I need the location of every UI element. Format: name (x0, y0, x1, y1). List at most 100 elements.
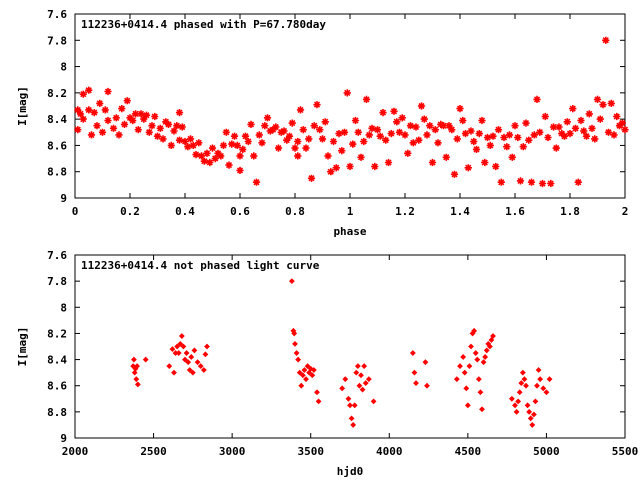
data-point (486, 141, 494, 149)
unphased-x-tick-label: 3500 (297, 445, 324, 458)
data-point (301, 367, 308, 373)
data-point (415, 136, 423, 144)
data-point (104, 116, 112, 125)
unphased-x-tick-label: 5000 (533, 445, 560, 458)
data-point (159, 135, 167, 143)
data-point (516, 389, 523, 396)
data-point (428, 158, 437, 167)
data-point (200, 157, 208, 165)
data-point (74, 106, 82, 114)
data-point (527, 178, 536, 186)
data-point (530, 411, 537, 418)
data-point (310, 122, 318, 130)
unphased-x-tick-label: 4500 (455, 445, 482, 458)
data-point (618, 119, 626, 127)
data-point (112, 114, 120, 122)
data-point (422, 359, 429, 366)
data-point (197, 363, 204, 370)
data-point (183, 350, 190, 356)
data-point (342, 376, 349, 383)
data-point (404, 149, 412, 157)
data-point (413, 380, 419, 387)
data-point (513, 408, 520, 415)
data-point (346, 162, 354, 171)
data-point (360, 137, 368, 146)
data-point (358, 372, 364, 379)
data-point (115, 131, 123, 139)
unphased-y-tick-label: 8.6 (47, 380, 67, 393)
data-point (142, 356, 149, 363)
data-point (315, 398, 322, 405)
data-point (140, 115, 148, 123)
data-point (448, 126, 456, 134)
data-point (533, 95, 541, 103)
data-point (241, 132, 250, 140)
data-point (305, 135, 313, 143)
data-point (409, 139, 417, 147)
data-point (295, 356, 302, 363)
phased-x-tick-label: 0.2 (120, 205, 140, 218)
data-point (525, 136, 533, 144)
data-point (523, 382, 529, 389)
data-point (535, 367, 542, 373)
data-point (580, 127, 588, 135)
data-point (239, 145, 247, 153)
data-point (354, 363, 361, 370)
data-point (142, 111, 151, 119)
data-point (359, 386, 366, 393)
phased-y-tick-label: 8.2 (47, 87, 67, 100)
data-point (514, 133, 522, 142)
unphased-y-tick-label: 8 (60, 301, 67, 314)
data-point (180, 343, 187, 350)
data-point (585, 110, 593, 118)
data-point (153, 132, 162, 140)
data-point (316, 126, 324, 134)
data-point (170, 127, 178, 135)
data-point (228, 140, 236, 148)
data-point (324, 152, 332, 160)
data-point (450, 170, 459, 178)
data-point (544, 133, 552, 142)
data-point (230, 132, 239, 140)
data-point (529, 422, 536, 428)
data-point (420, 115, 428, 123)
data-point (247, 120, 255, 128)
unphased-y-axis-label: I[mag] (16, 327, 29, 367)
data-point (599, 101, 607, 109)
phased-y-axis-label: I[mag] (16, 86, 29, 126)
phased-plot-title: 112236+0414.4 phased with P=67.780day (81, 18, 326, 31)
data-point (497, 178, 505, 186)
data-point (309, 372, 316, 379)
data-point (307, 174, 316, 182)
data-point (361, 363, 368, 370)
data-point (76, 110, 85, 118)
data-point (508, 395, 515, 402)
data-point (96, 99, 104, 107)
data-point (197, 152, 206, 160)
data-point (306, 369, 313, 376)
data-point (327, 168, 335, 176)
data-point (354, 128, 362, 136)
data-point (468, 343, 474, 350)
data-point (217, 152, 225, 160)
data-point (477, 389, 484, 396)
data-point (519, 143, 527, 151)
data-point (131, 110, 140, 118)
unphased-y-tick-label: 7.6 (47, 249, 67, 262)
data-point (266, 127, 274, 135)
data-point (461, 130, 470, 138)
phased-light-curve-plot: 0 0.2 0.4 0.6 0.8 1 1.2 1.4 1.6 1.8 2 7.6 7.8 8 8.2 8.4… (16, 8, 629, 238)
data-point (593, 95, 602, 103)
data-point (555, 123, 563, 131)
phased-x-tick-label: 1.8 (560, 205, 580, 218)
data-point (339, 385, 346, 392)
data-point (347, 402, 353, 409)
data-point (291, 144, 299, 152)
data-point (607, 99, 615, 107)
data-point (371, 162, 379, 171)
data-point (456, 105, 464, 113)
data-point (411, 369, 418, 376)
data-point (596, 115, 604, 123)
data-point (261, 122, 269, 130)
data-point (479, 406, 485, 413)
